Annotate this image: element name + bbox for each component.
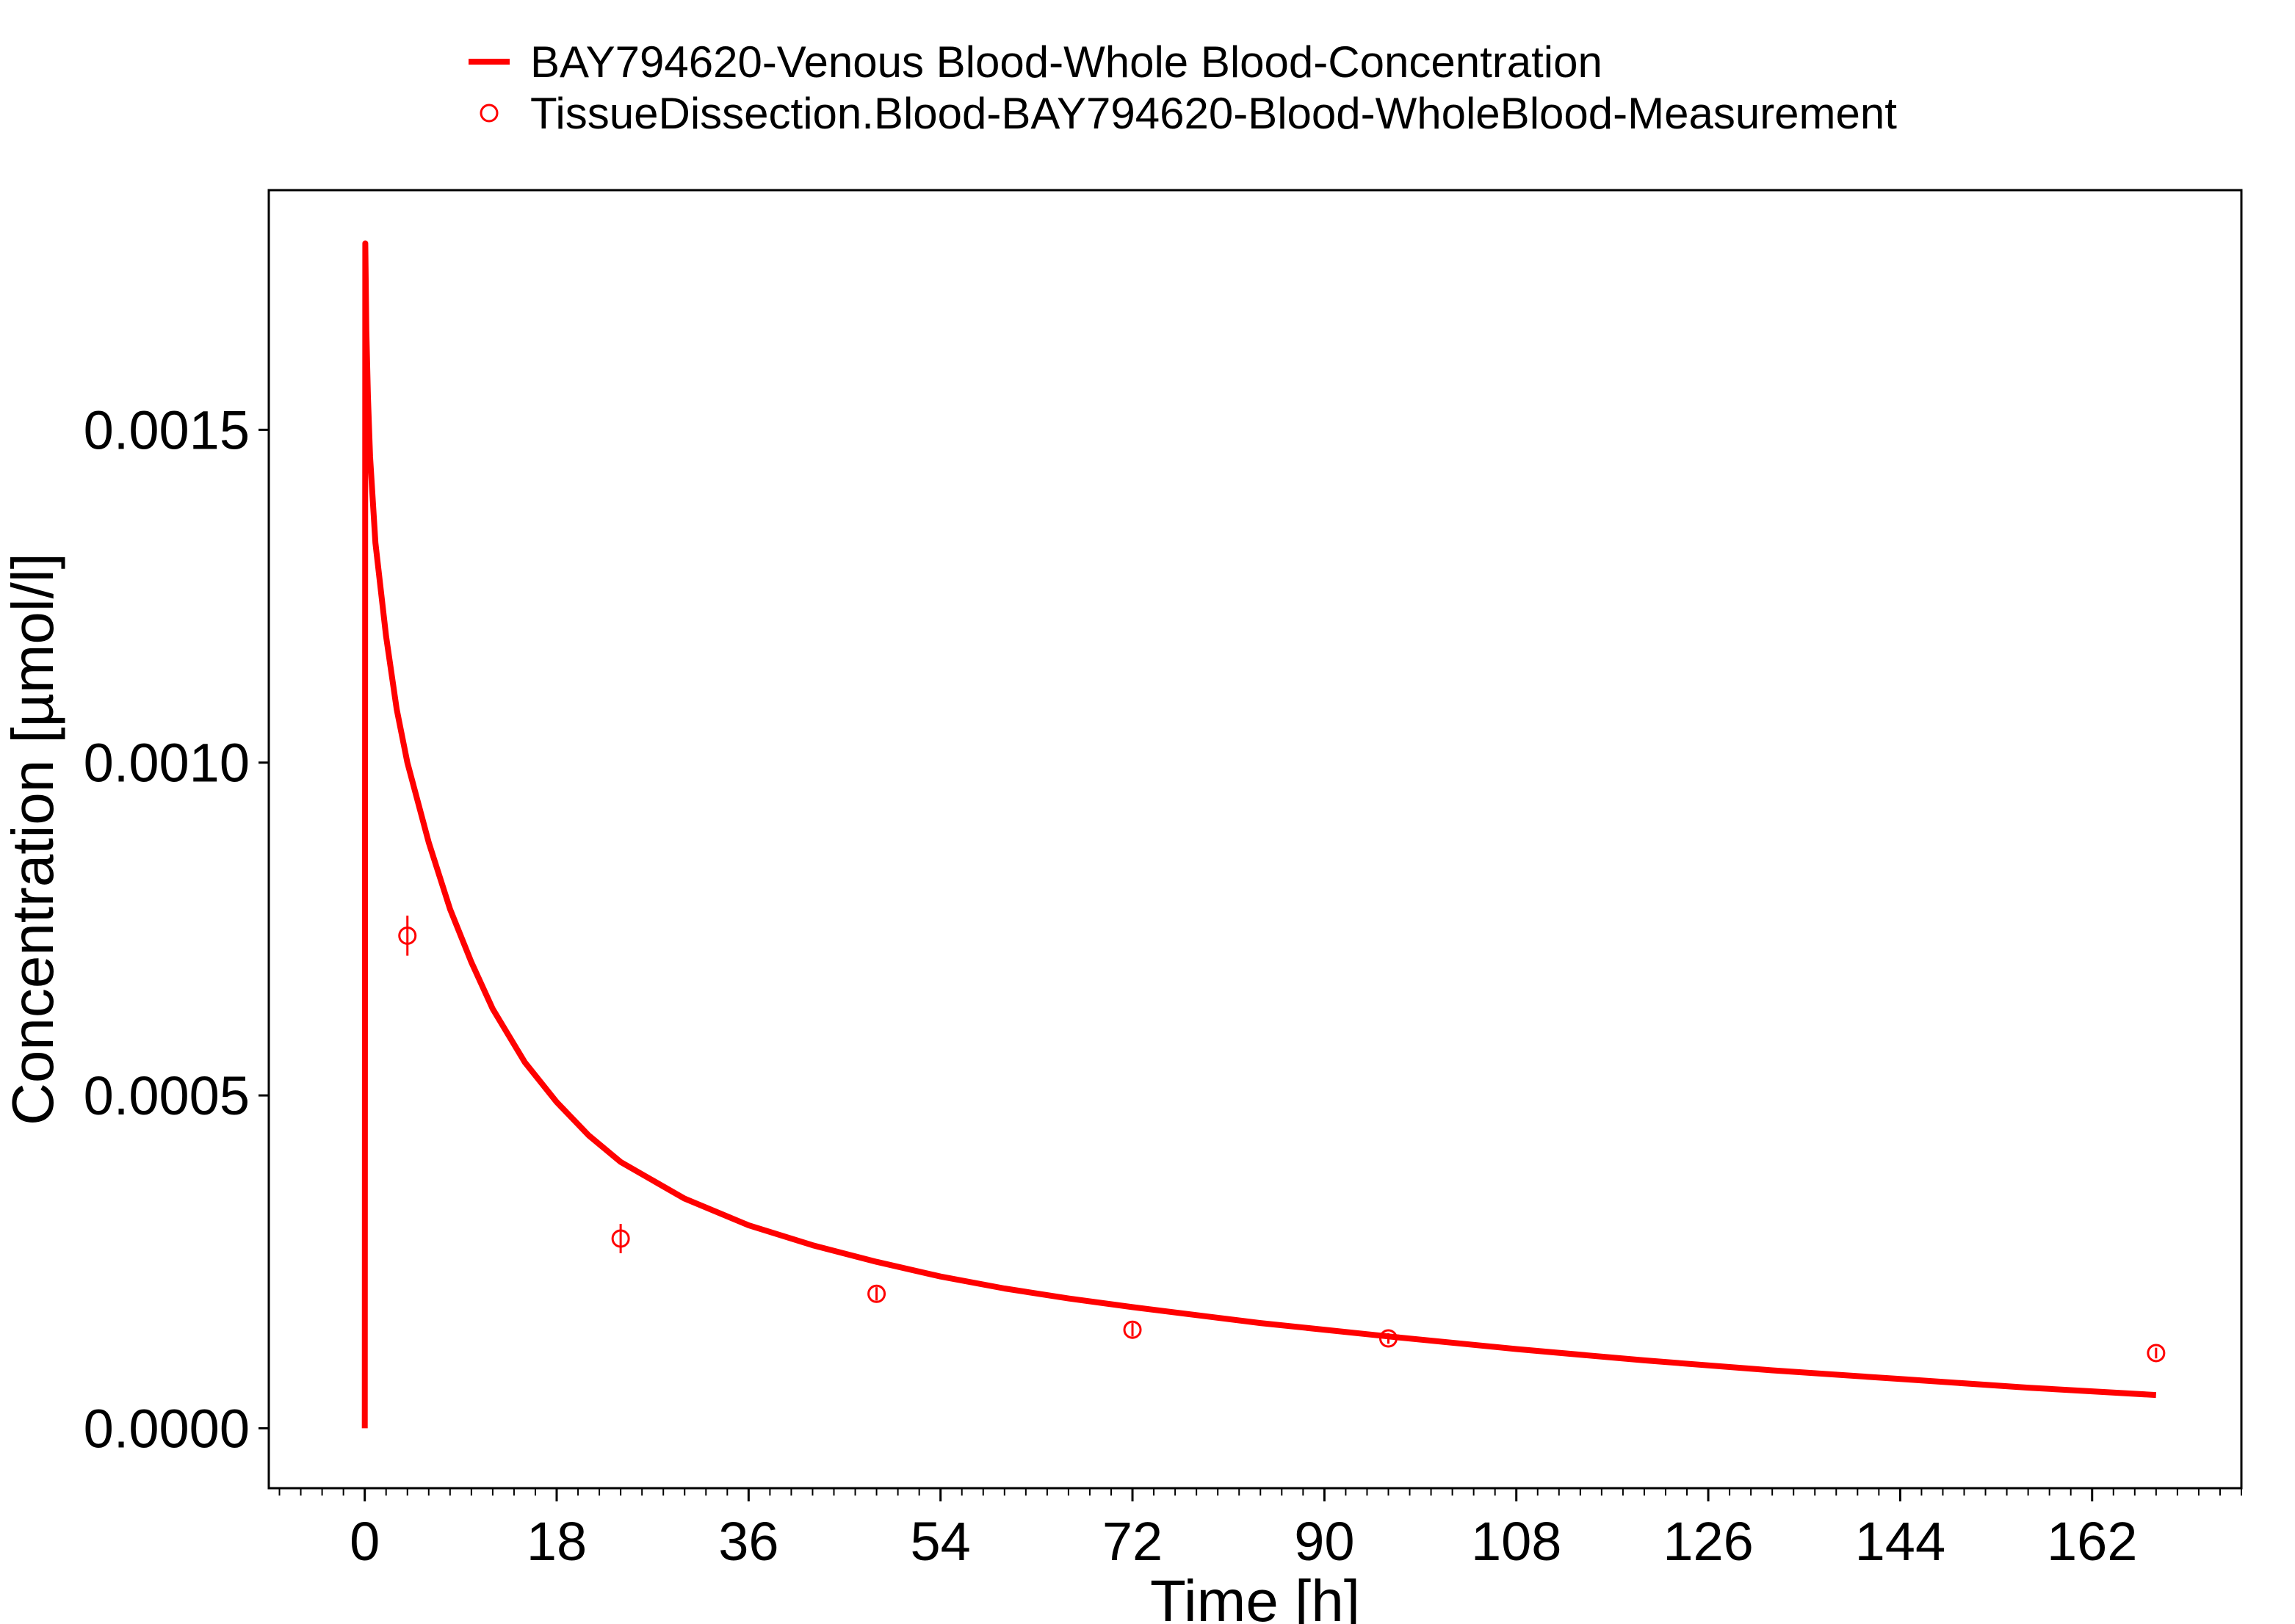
legend-label-line: BAY794620-Venous Blood-Whole Blood-Conce… bbox=[530, 37, 1602, 87]
y-axis: 0.0000 0.0005 0.0010 0.0015 bbox=[84, 399, 269, 1459]
y-tick-label: 0.0010 bbox=[84, 733, 250, 794]
data-point bbox=[611, 1229, 630, 1248]
legend-marker-swatch bbox=[480, 104, 499, 123]
data-point bbox=[1123, 1320, 1142, 1339]
x-tick-label: 54 bbox=[911, 1511, 971, 1572]
x-tick-label: 0 bbox=[350, 1511, 380, 1572]
x-tick-label: 18 bbox=[527, 1511, 587, 1572]
x-tick-label: 144 bbox=[1855, 1511, 1945, 1572]
series-line-simulated bbox=[361, 240, 2157, 1429]
plot-panel bbox=[267, 189, 2243, 1490]
x-tick-label: 126 bbox=[1663, 1511, 1753, 1572]
legend: BAY794620-Venous Blood-Whole Blood-Conce… bbox=[469, 37, 1897, 138]
x-axis-title: Time [h] bbox=[1150, 1568, 1360, 1624]
y-axis-title: Concentration [µmol/l] bbox=[0, 553, 65, 1125]
data-point bbox=[398, 926, 417, 945]
x-axis: 0 18 36 54 72 90 108 126 144 162 bbox=[278, 1488, 2242, 1572]
series-layer bbox=[361, 240, 2166, 1429]
data-point bbox=[867, 1284, 886, 1303]
x-tick-label: 162 bbox=[2047, 1511, 2137, 1572]
x-tick-label: 36 bbox=[718, 1511, 778, 1572]
y-tick-label: 0.0015 bbox=[84, 399, 250, 460]
legend-label-points: TissueDissection.Blood-BAY794620-Blood-W… bbox=[530, 89, 1897, 138]
data-point bbox=[2147, 1344, 2166, 1363]
x-tick-label: 90 bbox=[1294, 1511, 1354, 1572]
y-tick-label: 0.0000 bbox=[84, 1398, 250, 1459]
y-tick-label: 0.0005 bbox=[84, 1065, 250, 1126]
x-tick-label: 108 bbox=[1471, 1511, 1561, 1572]
x-tick-label: 72 bbox=[1102, 1511, 1163, 1572]
data-point bbox=[1378, 1329, 1398, 1348]
